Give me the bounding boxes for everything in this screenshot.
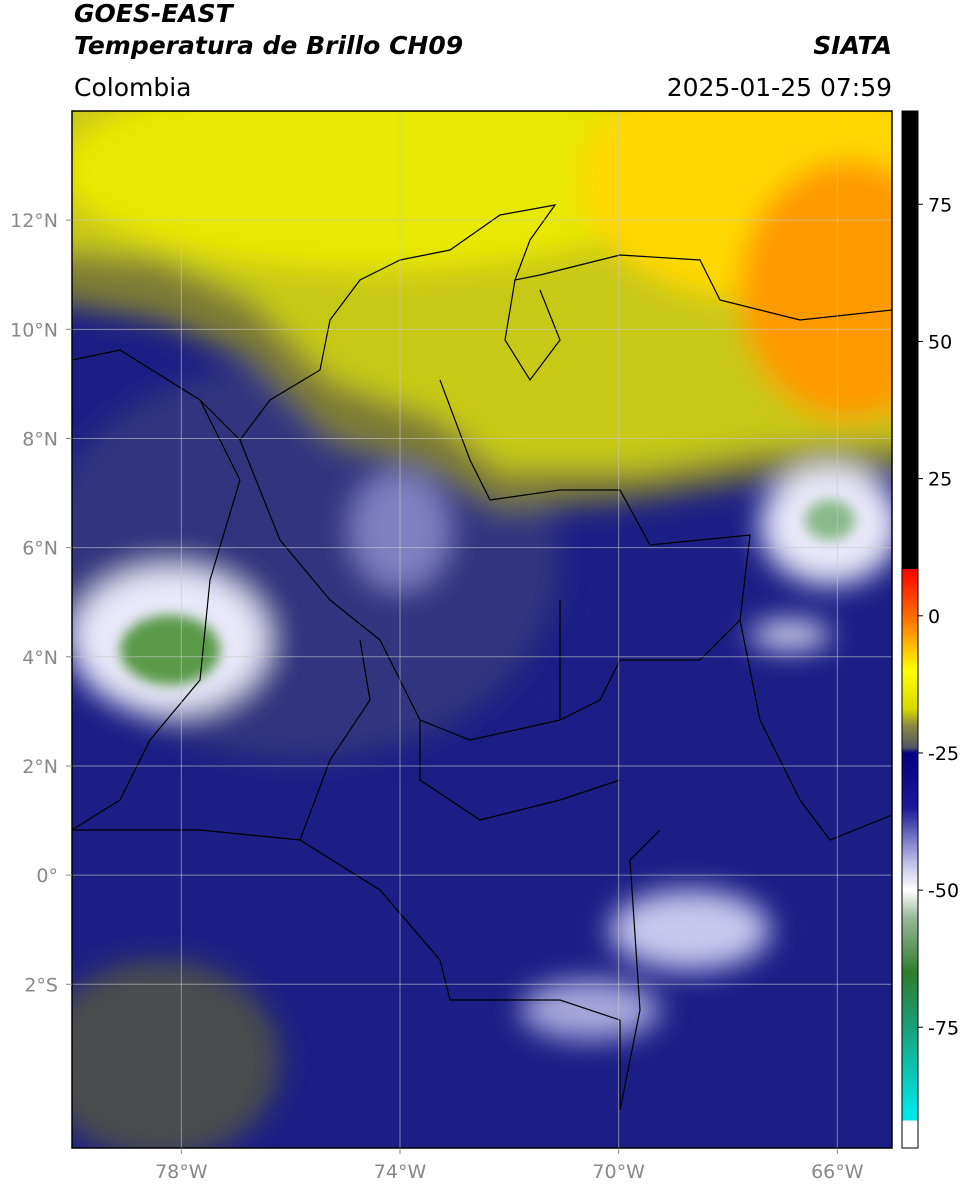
colorbar-tick-label: 25 xyxy=(928,469,952,491)
coldest-top xyxy=(120,615,220,685)
x-tick-label: 66°W xyxy=(811,1161,864,1183)
coastline xyxy=(72,399,241,831)
department-border xyxy=(239,439,741,841)
coldest-top xyxy=(805,500,855,540)
hot-region xyxy=(740,160,892,420)
region: Colombia xyxy=(74,73,191,102)
x-tick-label: 78°W xyxy=(155,1161,208,1183)
source: SIATA xyxy=(813,31,892,60)
graticule xyxy=(72,111,892,1148)
colorbar-tick-label: 50 xyxy=(928,331,952,353)
coastline xyxy=(72,204,892,441)
y-tick-label: 12°N xyxy=(10,210,58,232)
y-tick-label: 6°N xyxy=(22,538,58,560)
border xyxy=(439,379,892,841)
colorbar-fill xyxy=(901,110,919,1149)
coastline xyxy=(504,279,561,382)
border xyxy=(72,829,661,1111)
colorbar: -75 -50 -25 0 25 50 75 xyxy=(901,110,959,1149)
subtitle: Temperatura de Brillo CH09 xyxy=(74,31,463,60)
y-tick-label: 2°S xyxy=(24,974,58,996)
y-tick-label: 0° xyxy=(36,865,58,887)
title: GOES-EAST xyxy=(74,0,235,28)
colorbar-tick-label: -25 xyxy=(928,743,959,765)
y-tick-label: 4°N xyxy=(22,647,58,669)
cold-cloud xyxy=(750,621,830,649)
colorbar-tick-label: -50 xyxy=(928,880,959,902)
y-tick-label: 8°N xyxy=(22,428,58,450)
warm-region xyxy=(72,111,700,270)
colorbar-tick-label: 0 xyxy=(928,606,940,628)
x-tick-label: 70°W xyxy=(592,1161,645,1183)
cloud-tops xyxy=(120,500,855,685)
colorbar-tick-label: -75 xyxy=(928,1017,959,1039)
timestamp: 2025-01-25 07:59 xyxy=(667,73,892,102)
colorbar-tick-label: 75 xyxy=(928,194,952,216)
haze xyxy=(72,960,280,1148)
map-frame xyxy=(71,110,893,1149)
boundaries xyxy=(72,204,892,1111)
satellite-image xyxy=(72,111,892,1148)
x-tick-label: 74°W xyxy=(374,1161,427,1183)
cloud-field xyxy=(72,111,892,1148)
y-tick-label: 2°N xyxy=(22,756,58,778)
cold-cloud xyxy=(610,890,770,970)
y-tick-label: 10°N xyxy=(10,319,58,341)
